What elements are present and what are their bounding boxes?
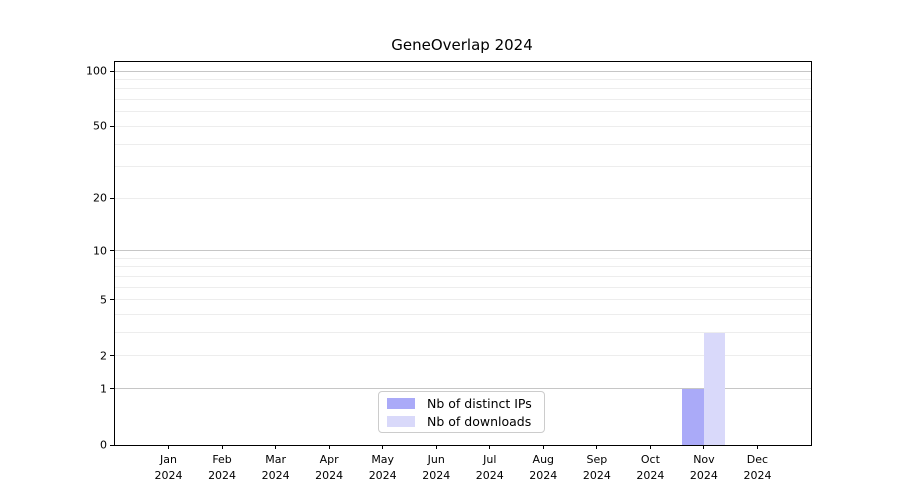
y-tick bbox=[110, 197, 114, 199]
x-tick bbox=[542, 445, 544, 449]
x-tick bbox=[756, 445, 758, 449]
y-tick bbox=[110, 388, 114, 390]
legend-swatch bbox=[387, 397, 415, 409]
gridline-major bbox=[115, 70, 811, 72]
x-tick bbox=[596, 445, 598, 449]
x-tick-label: Jun 2024 bbox=[422, 453, 451, 482]
y-tick bbox=[110, 125, 114, 127]
gridline-minor bbox=[115, 111, 811, 113]
x-tick-label: Jul 2024 bbox=[475, 453, 504, 482]
legend-swatch bbox=[387, 415, 415, 427]
gridline-major bbox=[115, 388, 811, 390]
legend-item-label: Nb of downloads bbox=[427, 413, 532, 429]
gridline-minor bbox=[115, 143, 811, 145]
x-tick-label: Jan 2024 bbox=[154, 453, 183, 482]
legend-item-label: Nb of distinct IPs bbox=[427, 395, 532, 411]
y-tick bbox=[110, 299, 114, 301]
y-tick bbox=[110, 250, 114, 252]
gridline-minor bbox=[115, 355, 811, 357]
legend: Nb of distinct IPs Nb of downloads bbox=[378, 391, 545, 433]
chart-title: GeneOverlap 2024 bbox=[391, 36, 533, 54]
plot-area: 0 1 2 5 10 20 50 100 Jan 2024 Feb 2024 Mar 2024 Apr… bbox=[86, 61, 812, 482]
x-tick bbox=[435, 445, 437, 449]
x-tick-label: Aug 2024 bbox=[529, 453, 558, 482]
x-tick-label: Mar 2024 bbox=[261, 453, 290, 482]
x-tick bbox=[275, 445, 277, 449]
x-tick-label: Dec 2024 bbox=[743, 453, 772, 482]
gridline-minor bbox=[115, 276, 811, 278]
y-tick-label: 5 bbox=[100, 293, 107, 307]
x-tick bbox=[328, 445, 330, 449]
x-tick-label: Feb 2024 bbox=[208, 453, 237, 482]
x-tick bbox=[221, 445, 223, 449]
y-tick-label: 100 bbox=[86, 64, 107, 78]
gridline-minor bbox=[115, 79, 811, 81]
gridline-minor bbox=[115, 99, 811, 101]
x-tick-label: Oct 2024 bbox=[636, 453, 665, 482]
bar-downloads bbox=[703, 332, 726, 445]
x-tick bbox=[489, 445, 491, 449]
gridline-major bbox=[115, 250, 811, 252]
gridline-minor bbox=[115, 257, 811, 259]
x-tick bbox=[382, 445, 384, 449]
gridline-minor bbox=[115, 299, 811, 301]
y-tick-label: 1 bbox=[100, 382, 107, 396]
bar-distinct-ips bbox=[682, 388, 704, 445]
y-tick-label: 0 bbox=[100, 438, 107, 452]
x-tick-label: May 2024 bbox=[368, 453, 397, 482]
x-tick bbox=[703, 445, 705, 449]
x-tick bbox=[168, 445, 170, 449]
y-tick-label: 2 bbox=[100, 349, 107, 363]
y-tick-label: 20 bbox=[93, 191, 107, 205]
gridline-minor bbox=[115, 88, 811, 90]
y-tick-label: 50 bbox=[93, 119, 107, 133]
legend-item: Nb of downloads bbox=[387, 414, 544, 429]
x-tick-label: Apr 2024 bbox=[315, 453, 344, 482]
gridline-minor bbox=[115, 166, 811, 168]
y-tick bbox=[110, 70, 114, 72]
gridline-minor bbox=[115, 286, 811, 288]
y-tick-label: 10 bbox=[93, 244, 107, 258]
y-tick bbox=[110, 444, 114, 446]
legend-item: Nb of distinct IPs bbox=[387, 396, 544, 411]
x-tick-label: Sep 2024 bbox=[582, 453, 611, 482]
y-tick bbox=[110, 355, 114, 357]
gridline-minor bbox=[115, 332, 811, 334]
gridline-minor bbox=[115, 266, 811, 268]
gridline-minor bbox=[115, 314, 811, 316]
gridline-minor bbox=[115, 197, 811, 199]
gridline-minor bbox=[115, 125, 811, 127]
x-tick bbox=[649, 445, 651, 449]
x-tick-label: Nov 2024 bbox=[689, 453, 718, 482]
